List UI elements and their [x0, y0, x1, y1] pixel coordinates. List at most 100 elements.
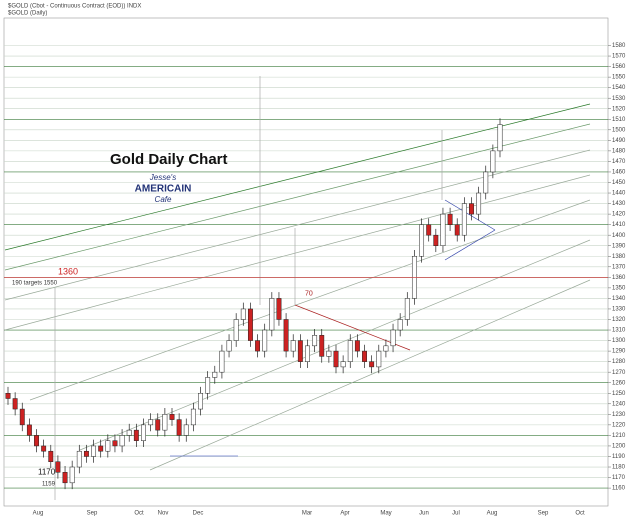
candle-body [340, 361, 346, 368]
x-tick-label: Nov [158, 511, 169, 517]
x-tick-label: Jun [419, 511, 429, 517]
annotation: 1159 [42, 482, 56, 488]
candle-body [105, 440, 111, 452]
candle-body [34, 435, 39, 447]
annotation: 1170 [38, 468, 56, 477]
candle-body [148, 419, 154, 426]
candle-body [426, 224, 432, 236]
candle-body [112, 440, 118, 447]
y-tick-label: 1540 [612, 85, 626, 91]
candle-body [91, 445, 97, 457]
y-tick-label: 1460 [612, 170, 626, 176]
trend-line [4, 103, 591, 251]
trend-line [4, 123, 591, 271]
candle-body [41, 445, 47, 452]
x-tick-label: Sep [538, 511, 549, 517]
y-tick-label: 1340 [612, 296, 626, 302]
candle-body [326, 350, 332, 357]
candle-body [126, 429, 132, 436]
x-tick-label: Jul [452, 511, 460, 517]
candle-body [119, 435, 125, 447]
candle-body [155, 419, 161, 431]
candle-body [447, 213, 453, 225]
y-tick-label: 1560 [612, 64, 626, 70]
y-tick-label: 1270 [612, 370, 626, 376]
y-tick-label: 1240 [612, 401, 626, 407]
y-tick-label: 1370 [612, 264, 626, 270]
candle-body [497, 124, 503, 152]
y-tick-label: 1530 [612, 96, 626, 102]
x-tick-label: Oct [134, 511, 144, 517]
candle-body [26, 424, 32, 436]
candle-body [297, 340, 303, 362]
candle-body [469, 203, 474, 215]
logo-text: AMERICAIN [135, 184, 192, 195]
annotation: 70 [305, 290, 313, 297]
y-tick-label: 1510 [612, 117, 626, 123]
candle-body [240, 308, 246, 320]
x-tick-label: Apr [340, 511, 349, 517]
candle-body [233, 319, 239, 341]
candle-body [305, 345, 310, 362]
x-tick-label: Dec [193, 511, 204, 517]
candle-body [69, 466, 75, 484]
candle-body [362, 350, 367, 362]
candle-body [226, 340, 232, 352]
trend-line [4, 174, 591, 331]
candle-body [169, 414, 175, 420]
y-tick-label: 1360 [612, 275, 626, 281]
y-tick-label: 1180 [612, 465, 626, 471]
y-tick-label: 1300 [612, 338, 626, 344]
y-tick-label: 1290 [612, 349, 626, 355]
y-tick-label: 1230 [612, 412, 626, 418]
candle-body [183, 424, 189, 436]
plot-frame [3, 17, 609, 507]
candle-body [404, 298, 410, 320]
logo-text: Jesse's [149, 173, 176, 182]
annotation: 190 targets 1550 [12, 280, 58, 286]
candle-body [190, 408, 196, 426]
candle-body [141, 424, 146, 441]
candle-body [133, 429, 139, 441]
chart-subheader: $GOLD (Daily) [8, 11, 47, 17]
x-tick-label: Sep [87, 511, 98, 517]
candle-body [176, 419, 182, 436]
y-tick-label: 1280 [612, 359, 626, 365]
y-tick-label: 1220 [612, 422, 626, 428]
candle-body [198, 393, 203, 410]
x-tick-label: Aug [487, 511, 498, 517]
candle-body [62, 472, 68, 484]
candle-body [262, 329, 268, 352]
candle-body [319, 335, 325, 357]
candle-body [83, 450, 89, 457]
y-tick-label: 1570 [612, 54, 626, 60]
candle-body [48, 450, 54, 462]
y-tick-label: 1260 [612, 380, 626, 386]
candle-body [354, 340, 360, 352]
candle-body [19, 408, 25, 426]
candle-body [333, 350, 339, 368]
candle-body [162, 414, 168, 431]
chart-title: Gold Daily Chart [110, 151, 228, 168]
x-tick-label: Mar [302, 511, 312, 517]
y-tick-label: 1310 [612, 328, 626, 334]
y-tick-label: 1250 [612, 391, 626, 397]
candle-body [347, 340, 353, 362]
x-tick-label: Oct [575, 511, 585, 517]
candle-body [433, 234, 439, 246]
annotation: 1360 [58, 267, 78, 277]
candle-body [98, 445, 104, 452]
y-tick-label: 1210 [612, 433, 626, 439]
candle-body [454, 224, 460, 236]
y-tick-label: 1400 [612, 233, 626, 239]
y-tick-label: 1390 [612, 243, 626, 249]
candle-body [205, 377, 211, 394]
candle-body [219, 350, 225, 373]
candle-body [440, 213, 446, 246]
y-tick-label: 1490 [612, 138, 626, 144]
candle-body [276, 298, 282, 320]
candle-body [483, 171, 489, 194]
y-tick-label: 1440 [612, 191, 626, 197]
candle-body [476, 192, 482, 215]
candle-body [376, 350, 382, 368]
